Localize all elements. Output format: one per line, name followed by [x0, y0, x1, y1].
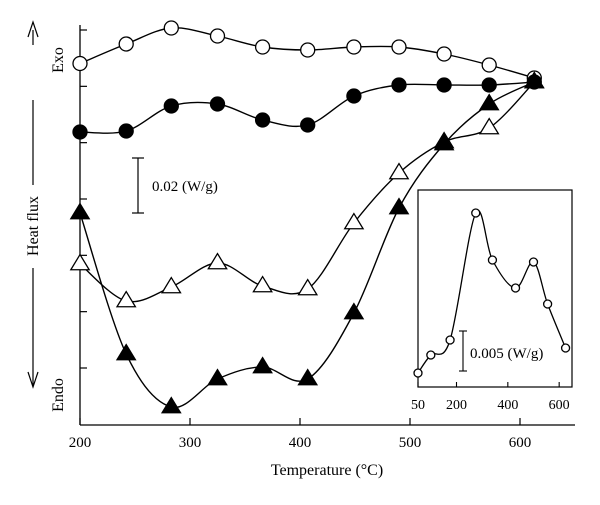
data-point: [436, 46, 452, 62]
data-point: [478, 117, 500, 135]
data-point: [163, 98, 179, 114]
x-ticks: 200 300 400 500 600: [69, 418, 532, 451]
inset-data-point: [510, 283, 521, 293]
inset-data-point: [560, 343, 571, 353]
data-point: [252, 356, 273, 374]
data-point: [115, 343, 137, 361]
data-point: [69, 253, 91, 271]
x-tick-label: 400: [289, 435, 312, 451]
endo-label: Endo: [50, 378, 67, 412]
data-point: [346, 88, 362, 104]
data-point: [207, 368, 228, 386]
inset-data-point: [426, 350, 436, 360]
up-arrow-icon: [27, 20, 39, 38]
inset-frame: [417, 189, 573, 388]
data-point: [481, 57, 497, 73]
inset-data-point: [413, 368, 423, 378]
series-layer: [69, 20, 545, 414]
series-open-circle: [72, 20, 542, 86]
scale-bar: 0.02 (W/g): [132, 157, 218, 214]
data-point: [523, 71, 545, 89]
x-tick-label: 300: [179, 435, 202, 451]
scale-bar-label: 0.02 (W/g): [152, 179, 218, 195]
data-point: [300, 42, 316, 58]
data-point: [252, 275, 273, 293]
heat-flux-indicator: Exo Heat flux Endo: [25, 20, 67, 412]
exo-label: Exo: [50, 47, 67, 73]
inset-data-point: [445, 335, 455, 345]
series-filled-triangle: [69, 71, 545, 414]
inset-data-point: [471, 208, 481, 218]
data-point: [207, 252, 228, 270]
inset-scale-bar-label: 0.005 (W/g): [470, 346, 543, 362]
x-axis-label: Temperature (°C): [271, 462, 383, 479]
data-point: [69, 202, 91, 220]
series-filled-circle: [72, 74, 542, 140]
main-axes: 200 300 400 500 600: [69, 25, 575, 451]
data-point: [391, 39, 407, 55]
inset-x-ticks: 50 200 400 600: [411, 382, 570, 413]
data-point: [300, 117, 316, 133]
data-point: [391, 77, 407, 93]
series-line: [79, 81, 535, 303]
data-point: [72, 55, 88, 72]
y-axis-label: Heat flux: [25, 196, 42, 256]
inset-x-tick-label: 600: [549, 398, 570, 413]
data-point: [209, 28, 226, 44]
x-tick-label: 600: [509, 435, 532, 451]
data-point: [388, 197, 410, 215]
data-point: [254, 112, 271, 128]
inset-x-tick-label: 400: [497, 398, 518, 413]
inset-data-point: [542, 299, 553, 309]
inset-x-tick-label: 50: [411, 398, 425, 413]
data-point: [254, 39, 271, 55]
data-point: [343, 302, 365, 320]
inset-plot: 0.005 (W/g) 50 200 400 600: [411, 189, 573, 413]
x-tick-label: 500: [399, 435, 422, 451]
data-point: [481, 77, 497, 93]
down-arrow-icon: [27, 371, 39, 389]
inset-line: [417, 210, 567, 374]
inset-x-tick-label: 200: [446, 398, 467, 413]
data-point: [436, 77, 452, 93]
data-point: [346, 39, 362, 55]
data-point: [209, 96, 226, 112]
data-point: [297, 368, 319, 386]
inset-data-point: [528, 257, 539, 267]
data-point: [163, 20, 179, 36]
data-point: [72, 124, 88, 140]
data-point: [297, 278, 319, 296]
data-point: [160, 276, 182, 294]
inset-data-point: [487, 255, 498, 265]
x-tick-label: 200: [69, 435, 92, 451]
data-point: [388, 162, 410, 180]
inset-scale-bar: 0.005 (W/g): [459, 330, 543, 372]
data-point: [115, 290, 137, 308]
y-ticks: [80, 29, 87, 369]
data-point: [478, 93, 500, 111]
data-point: [343, 212, 365, 230]
inset-series: [413, 208, 571, 378]
data-point: [118, 123, 134, 139]
data-point: [160, 396, 182, 414]
data-point: [433, 133, 455, 151]
data-point: [118, 36, 134, 52]
